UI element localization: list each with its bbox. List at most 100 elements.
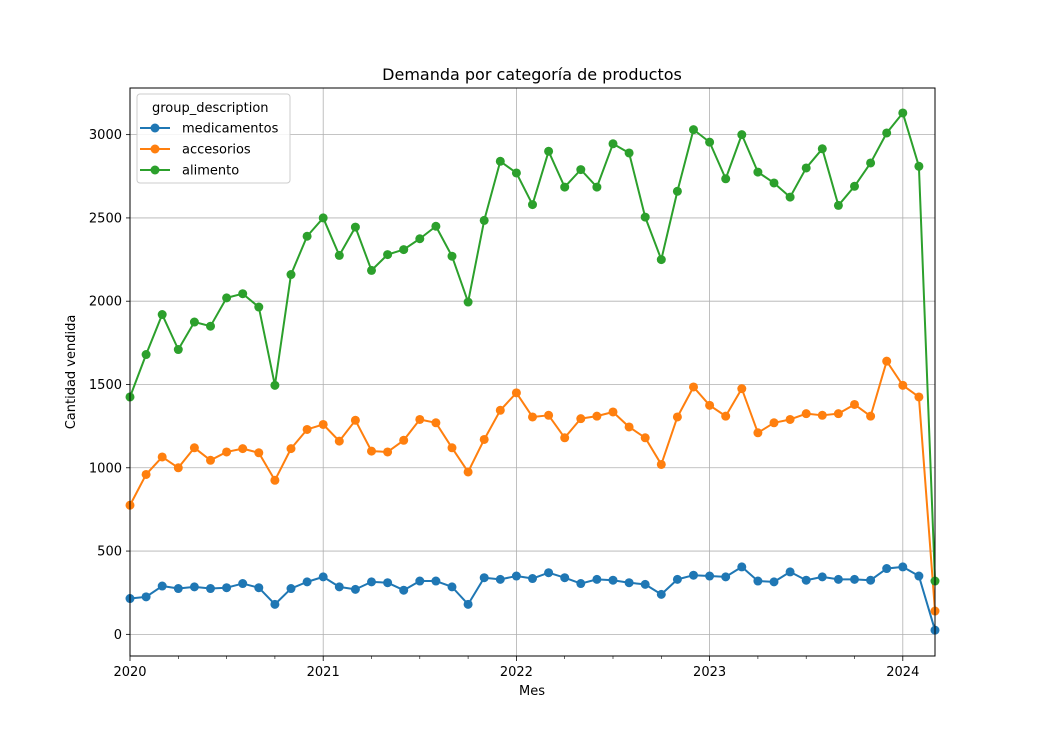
- data-point: [302, 231, 312, 241]
- data-point: [511, 388, 521, 398]
- data-point: [737, 562, 747, 572]
- data-point: [334, 436, 344, 446]
- data-point: [463, 467, 473, 477]
- x-tick-label: 2023: [693, 665, 726, 680]
- data-point: [254, 448, 264, 458]
- y-tick-label: 500: [97, 545, 122, 560]
- data-point: [511, 168, 521, 178]
- data-point: [624, 148, 634, 158]
- data-point: [495, 405, 505, 415]
- data-point: [914, 392, 924, 402]
- x-tick-label: 2021: [307, 665, 340, 680]
- legend-marker: [150, 144, 160, 154]
- data-point: [415, 414, 425, 424]
- data-point: [383, 250, 393, 260]
- x-tick-label: 2022: [500, 665, 533, 680]
- data-point: [431, 418, 441, 428]
- data-point: [785, 567, 795, 577]
- data-point: [833, 409, 843, 419]
- data-point: [463, 297, 473, 307]
- data-point: [753, 428, 763, 438]
- legend-item-accesorios: accesorios: [140, 143, 251, 158]
- data-point: [173, 463, 183, 473]
- data-point: [560, 182, 570, 192]
- data-point: [560, 433, 570, 443]
- data-point: [383, 578, 393, 588]
- data-point: [689, 570, 698, 580]
- data-point: [721, 411, 731, 421]
- data-point: [576, 414, 586, 424]
- data-point: [833, 200, 843, 210]
- series-accesorios: [125, 356, 940, 616]
- x-tick-label: 2020: [113, 665, 146, 680]
- data-point: [528, 412, 537, 422]
- legend: group_description medicamentos accesorios…: [136, 93, 291, 184]
- y-tick-label: 1500: [89, 378, 122, 393]
- data-point: [157, 310, 167, 320]
- data-point: [189, 443, 199, 453]
- data-point: [608, 139, 618, 149]
- series-alimento: [125, 108, 940, 586]
- data-point: [672, 412, 682, 422]
- data-point: [656, 459, 666, 469]
- x-tick-label: 2024: [886, 665, 919, 680]
- data-point: [318, 572, 328, 582]
- data-point: [463, 599, 473, 609]
- data-point: [592, 182, 602, 192]
- data-point: [270, 599, 280, 609]
- data-point: [238, 289, 248, 299]
- data-point: [914, 571, 924, 581]
- data-point: [334, 582, 344, 592]
- data-point: [866, 411, 876, 421]
- y-tick-label: 0: [114, 628, 122, 643]
- data-point: [415, 234, 425, 244]
- data-point: [817, 410, 827, 420]
- data-point: [592, 411, 602, 421]
- data-point: [801, 575, 811, 585]
- data-point: [431, 576, 441, 586]
- data-point: [206, 584, 215, 594]
- data-point: [737, 384, 747, 394]
- data-point: [882, 356, 892, 366]
- data-point: [544, 410, 554, 420]
- data-point: [656, 255, 666, 265]
- data-point: [721, 572, 731, 582]
- data-point: [399, 435, 409, 445]
- data-point: [141, 469, 151, 479]
- data-point: [785, 192, 795, 202]
- data-point: [866, 575, 876, 585]
- data-point: [511, 571, 521, 581]
- data-point: [222, 447, 232, 457]
- data-point: [222, 293, 232, 303]
- data-point: [801, 409, 811, 419]
- data-point: [157, 581, 167, 591]
- data-point: [528, 200, 537, 210]
- data-point: [833, 574, 843, 584]
- data-point: [817, 572, 827, 582]
- data-point: [479, 573, 489, 583]
- data-point: [238, 579, 248, 589]
- series-layer: [125, 108, 940, 635]
- data-point: [383, 447, 393, 457]
- data-point: [254, 583, 264, 593]
- data-point: [592, 574, 602, 584]
- data-point: [141, 592, 151, 602]
- data-point: [350, 222, 360, 232]
- data-point: [705, 400, 715, 410]
- data-point: [302, 577, 312, 587]
- data-point: [318, 419, 328, 429]
- data-point: [624, 578, 634, 588]
- data-point: [495, 156, 505, 166]
- data-point: [640, 212, 650, 222]
- data-point: [399, 585, 409, 595]
- data-point: [367, 446, 376, 456]
- data-point: [367, 265, 376, 275]
- data-point: [334, 250, 344, 260]
- plot-frame: [129, 87, 936, 657]
- data-point: [689, 125, 698, 135]
- legend-item-alimento: alimento: [140, 164, 239, 179]
- data-point: [141, 350, 151, 360]
- data-point: [350, 584, 360, 594]
- data-point: [785, 414, 795, 424]
- data-point: [495, 574, 505, 584]
